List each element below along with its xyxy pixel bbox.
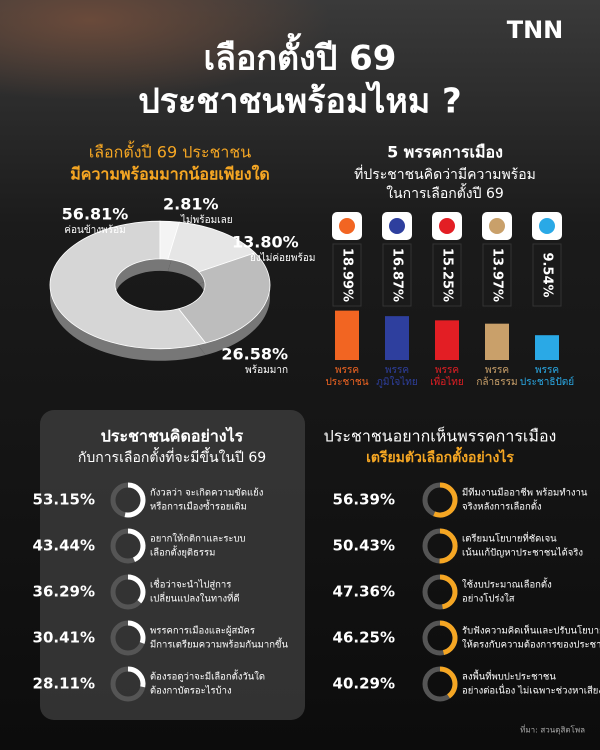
- chart-subtitle: มีความพร้อมมากน้อยเพียงใด: [70, 165, 270, 184]
- ring-arc: [439, 528, 458, 564]
- category-label: ค่อนข้างพร้อม: [64, 224, 125, 236]
- value-label: 28.11%: [33, 675, 95, 693]
- chart-subtitle: ที่ประชาชนคิดว่ามีความพร้อม: [354, 165, 536, 183]
- category-label: ประชาธิปัตย์: [520, 376, 574, 388]
- value-label: 43.44%: [33, 537, 95, 555]
- category-label: ต้องกาบัตรอะไรบ้าง: [150, 685, 232, 697]
- ring-arc: [127, 666, 146, 688]
- party-logo-mark: [439, 218, 455, 234]
- category-label: มีการเตรียมความพร้อมกันมากขึ้น: [150, 638, 289, 651]
- category-label: ให้ตรงกับความต้องการของประชาชน: [462, 639, 600, 651]
- value-label: 13.97%: [490, 248, 505, 302]
- ring-arc: [439, 666, 458, 699]
- category-label: พร้อมมาก: [245, 364, 288, 376]
- category-label: อย่างต่อเนื่อง ไม่เฉพาะช่วงหาเสียง: [462, 684, 600, 697]
- chart-subtitle: กับการเลือกตั้งที่จะมีขึ้นในปี 69: [78, 447, 266, 466]
- category-label: มีทีมงานมืออาชีพ พร้อมทำงาน: [462, 487, 588, 499]
- value-label: 26.58%: [221, 345, 288, 364]
- bar: [435, 320, 459, 360]
- bar: [385, 316, 409, 360]
- logo: TNN: [507, 16, 564, 44]
- left-panel: [40, 410, 305, 720]
- label-box: [432, 243, 462, 307]
- chart-subtitle: ในการเลือกตั้งปี 69: [386, 183, 504, 202]
- category-label: เตรียมนโยบายที่ชัดเจน: [462, 532, 557, 545]
- party-logo-mark: [389, 218, 405, 234]
- chart-title: เลือกตั้งปี 69 ประชาชน: [89, 141, 252, 162]
- category-label: ต้องรอดูว่าจะมีเลือกตั้งวันใด: [150, 670, 265, 683]
- value-label: 56.81%: [62, 205, 129, 224]
- background-glow: [0, 0, 600, 200]
- category-label: ภูมิใจไทย: [376, 376, 417, 388]
- category-label: เน้นแก้ปัญหาประชาชนได้จริง: [462, 547, 583, 559]
- category-label: ยังไม่ค่อยพร้อม: [250, 252, 315, 264]
- party-logo-mark: [539, 218, 555, 234]
- value-label: 18.99%: [340, 248, 355, 302]
- label-box: [482, 243, 512, 307]
- ring-arc: [439, 574, 458, 610]
- category-label: หรือการเมืองซ้ำรอยเดิม: [150, 500, 247, 513]
- chart-subtitle: เตรียมตัวเลือกตั้งอย่างไร: [366, 446, 514, 466]
- value-label: 2.81%: [163, 195, 219, 214]
- label-box: [382, 243, 412, 307]
- value-label: 36.29%: [33, 583, 95, 601]
- category-label: ลงพื้นที่พบปะประชาชน: [462, 670, 556, 683]
- category-label: พรรค: [435, 365, 459, 376]
- value-label: 30.41%: [33, 629, 95, 647]
- label-box: [332, 243, 362, 307]
- value-label: 46.25%: [333, 629, 395, 647]
- ring-arc: [127, 528, 146, 563]
- party-logo-mark: [489, 218, 505, 234]
- value-label: 47.36%: [333, 583, 395, 601]
- chart-title: 5 พรรคการเมือง: [387, 143, 503, 162]
- ring-arc: [124, 482, 146, 518]
- category-label: พรรค: [535, 365, 559, 376]
- source: ที่มา: สวนดุสิตโพล: [520, 724, 585, 735]
- value-label: 56.39%: [333, 491, 395, 509]
- ring-arc: [439, 620, 458, 656]
- category-label: กล้าธรรม: [476, 376, 517, 388]
- category-label: จริงหลังการเลือกตั้ง: [462, 500, 542, 513]
- ring-arc: [433, 482, 458, 518]
- value-label: 15.25%: [440, 248, 455, 302]
- value-label: 16.87%: [390, 248, 405, 302]
- value-label: 9.54%: [540, 252, 555, 297]
- category-label: เพื่อไทย: [430, 374, 464, 388]
- value-label: 50.43%: [333, 537, 395, 555]
- value-label: 40.29%: [333, 675, 395, 693]
- bar: [535, 335, 559, 360]
- category-label: เปลี่ยนแปลงในทางที่ดี: [150, 592, 240, 605]
- party-logo-mark: [339, 218, 355, 234]
- category-label: พรรค: [335, 365, 359, 376]
- main-title: ประชาชนพร้อมไหม ?: [138, 81, 462, 122]
- bar: [335, 310, 359, 360]
- label-box: [532, 243, 562, 307]
- donut-slice: [49, 220, 207, 350]
- bar: [485, 323, 509, 360]
- chart-title: ประชาชนอยากเห็นพรรคการเมือง: [324, 426, 557, 446]
- category-label: พรรค: [385, 365, 409, 376]
- main-title: เลือกตั้งปี 69: [204, 33, 397, 79]
- category-label: กังวลว่า จะเกิดความขัดแย้ง: [150, 488, 263, 499]
- value-label: 53.15%: [33, 491, 95, 509]
- ring-arc: [127, 620, 146, 644]
- category-label: พรรคการเมืองและผู้สมัคร: [150, 626, 255, 637]
- category-label: พรรค: [485, 365, 509, 376]
- category-label: อย่างโปร่งใส: [462, 593, 515, 605]
- category-label: อยากให้กติกาและระบบ: [150, 533, 246, 545]
- ring-arc: [127, 574, 146, 604]
- category-label: ประชาชน: [325, 377, 368, 388]
- category-label: เชื่อว่าจะนำไปสู่การ: [150, 578, 231, 591]
- value-label: 13.80%: [232, 233, 299, 252]
- category-label: ไม่พร้อมเลย: [180, 214, 233, 226]
- category-label: เลือกตั้งยุติธรรม: [150, 546, 215, 559]
- chart-title: ประชาชนคิดอย่างไร: [101, 427, 244, 446]
- category-label: รับฟังความคิดเห็นและปรับนโยบาย: [462, 624, 600, 637]
- donut-slice: [177, 252, 271, 344]
- category-label: ใช้งบประมาณเลือกตั้ง: [462, 578, 552, 591]
